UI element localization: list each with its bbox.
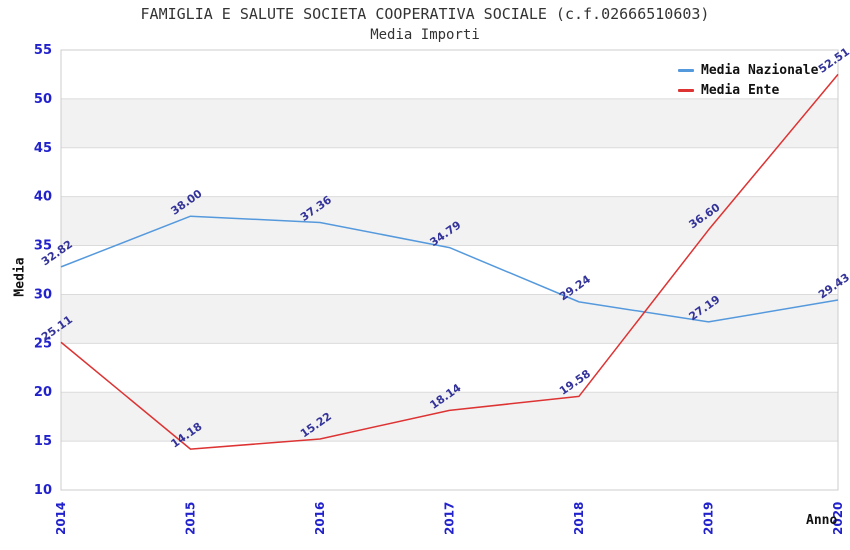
legend: Media Nazionale Media Ente — [678, 63, 818, 103]
y-tick-label: 20 — [34, 385, 52, 400]
plot-band — [61, 196, 838, 246]
legend-label-media-nazionale: Media Nazionale — [701, 63, 819, 78]
chart-title: FAMIGLIA E SALUTE SOCIETA COOPERATIVA SO… — [140, 5, 710, 23]
y-tick-label: 55 — [34, 43, 52, 58]
series-line — [60, 73, 839, 450]
y-tick-label: 40 — [34, 190, 52, 205]
y-tick-label: 30 — [34, 287, 52, 302]
y-tick-label: 25 — [34, 336, 52, 351]
y-tick-label: 15 — [34, 434, 52, 449]
x-axis-title: Anno — [806, 513, 838, 528]
plot-border — [60, 49, 839, 491]
plot-band — [61, 98, 838, 148]
y-tick-label: 35 — [34, 239, 52, 254]
line-swatch-media-ente — [678, 89, 694, 92]
y-tick-label: 50 — [34, 92, 52, 107]
x-tick-label: 2017 — [443, 502, 457, 535]
y-axis-title: Media — [12, 257, 28, 297]
x-tick-label: 2019 — [702, 502, 716, 535]
legend-item-media-nazionale[interactable]: Media Nazionale — [678, 63, 818, 78]
chart-subtitle: Media Importi — [370, 27, 480, 43]
x-tick-label: 2015 — [184, 502, 198, 535]
plot-band — [61, 294, 838, 344]
x-tick-label: 2016 — [313, 502, 327, 535]
legend-label-media-ente: Media Ente — [701, 83, 780, 98]
y-tick-label: 45 — [34, 141, 52, 156]
x-tick-label: 2020 — [831, 502, 845, 535]
line-swatch-media-nazionale — [678, 69, 694, 72]
y-tick-label: 10 — [34, 483, 52, 498]
legend-item-media-ente[interactable]: Media Ente — [678, 83, 818, 98]
plot-band — [61, 392, 838, 442]
x-tick-label: 2018 — [572, 502, 586, 535]
x-tick-label: 2014 — [54, 502, 68, 535]
series-line — [60, 215, 839, 323]
